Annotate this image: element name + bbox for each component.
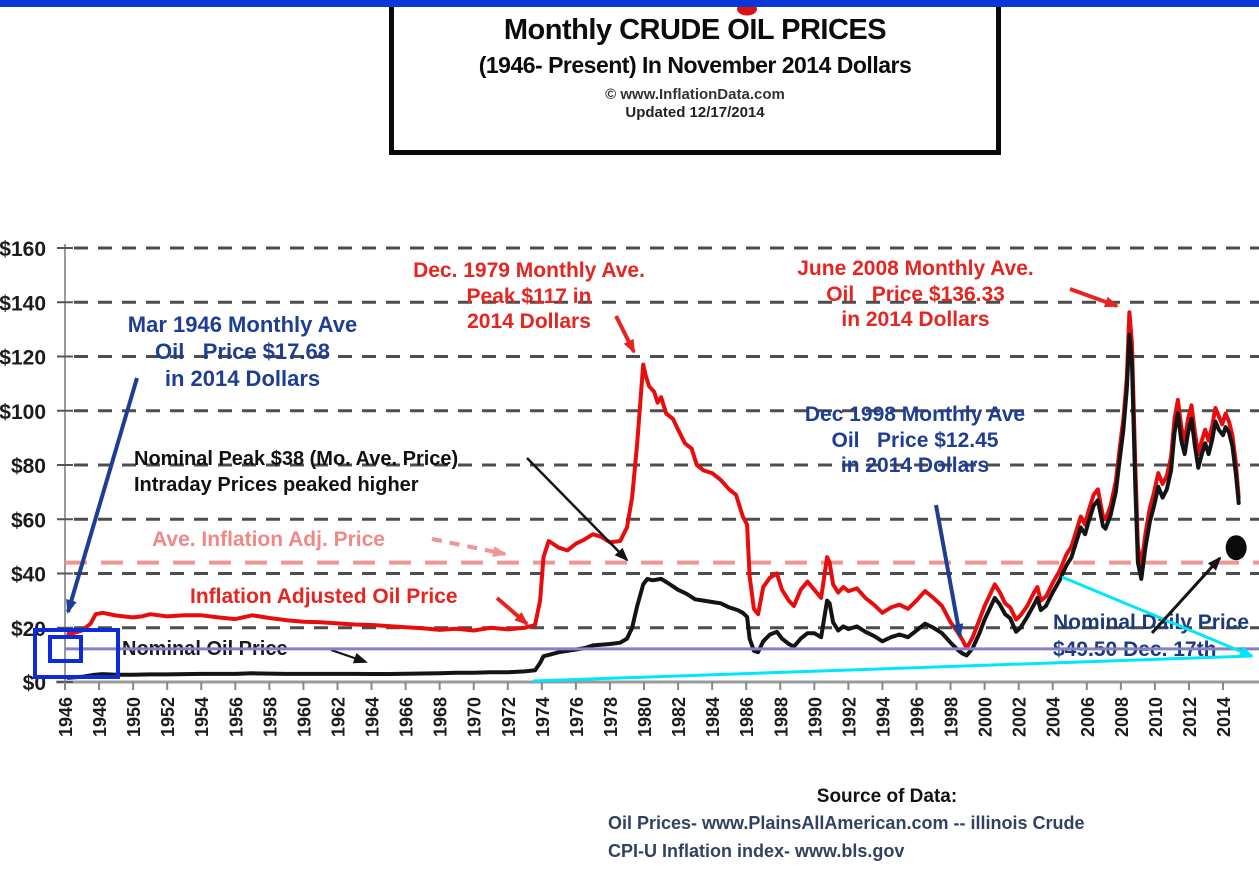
svg-text:1990: 1990	[805, 697, 825, 737]
svg-text:1962: 1962	[328, 697, 348, 737]
chart-copyright: © www.InflationData.com	[605, 86, 785, 103]
series-nominal	[66, 332, 1241, 680]
annotation-dec-1979-peak: Dec. 1979 Monthly Ave. Peak $117 in 2014…	[413, 259, 645, 334]
source-oil-prices-line: Oil Prices- www.PlainsAllAmerican.com --…	[608, 813, 1085, 833]
svg-text:1946: 1946	[56, 697, 76, 737]
svg-text:$80: $80	[11, 455, 46, 478]
svg-text:1964: 1964	[363, 697, 383, 737]
svg-text:$160: $160	[0, 238, 46, 261]
chart-updated-date: Updated 12/17/2014	[625, 104, 765, 121]
svg-text:1972: 1972	[499, 697, 519, 737]
svg-text:$20: $20	[11, 618, 46, 641]
svg-text:$60: $60	[11, 509, 46, 532]
source-of-data-heading: Source of Data:	[816, 786, 958, 807]
svg-text:$100: $100	[0, 401, 46, 424]
annotation-june-2008-peak: June 2008 Monthly Ave. Oil Price $136.33…	[797, 257, 1034, 332]
svg-text:$0: $0	[23, 672, 46, 695]
svg-text:2008: 2008	[1112, 697, 1132, 737]
svg-text:1966: 1966	[397, 697, 417, 737]
axis-tick-labels: $0 $20 $40 $60 $80 $100 $120 $140 $160 1946 1948 19…	[0, 238, 1234, 737]
chart-title: Monthly CRUDE OIL PRICES	[503, 14, 887, 46]
svg-text:1974: 1974	[533, 697, 553, 737]
chart-title-box: Monthly CRUDE OIL PRICES (1946- Present)…	[389, 2, 1001, 155]
annotation-dec-1998-low: Dec 1998 Monthly Ave Oil Price $12.45 in…	[804, 403, 1026, 478]
svg-text:1954: 1954	[192, 697, 212, 737]
svg-text:1984: 1984	[703, 697, 723, 737]
top-blue-bar	[0, 0, 1259, 7]
svg-text:2010: 2010	[1146, 697, 1166, 737]
annotation-inflation-adjusted-series-label: Inflation Adjusted Oil Price	[190, 585, 458, 608]
svg-text:1950: 1950	[124, 697, 144, 737]
annotation-nominal-peak-38: Nominal Peak $38 (Mo. Ave. Price) Intrad…	[134, 448, 459, 496]
svg-text:1980: 1980	[635, 697, 655, 737]
svg-text:1982: 1982	[669, 697, 689, 737]
chart-subtitle: (1946- Present) In November 2014 Dollars	[478, 52, 912, 78]
svg-text:2002: 2002	[1010, 697, 1030, 737]
gridlines	[74, 246, 1259, 630]
svg-text:1996: 1996	[908, 697, 928, 737]
series-inflation-adjusted	[66, 310, 1241, 651]
svg-text:$40: $40	[11, 564, 46, 587]
svg-text:2004: 2004	[1044, 697, 1064, 737]
svg-text:1952: 1952	[158, 697, 178, 737]
svg-text:1992: 1992	[839, 697, 859, 737]
svg-text:1988: 1988	[771, 697, 791, 737]
annotation-arrows	[66, 287, 1119, 664]
svg-text:2014: 2014	[1214, 697, 1234, 737]
svg-text:1948: 1948	[90, 697, 110, 737]
svg-text:1976: 1976	[567, 697, 587, 737]
svg-text:1958: 1958	[260, 697, 280, 737]
svg-text:1998: 1998	[942, 697, 962, 737]
svg-text:1970: 1970	[465, 697, 485, 737]
svg-text:1978: 1978	[601, 697, 621, 737]
svg-text:$140: $140	[0, 292, 46, 315]
svg-text:2000: 2000	[976, 697, 996, 737]
svg-text:2006: 2006	[1078, 697, 1098, 737]
svg-text:$120: $120	[0, 347, 46, 370]
svg-text:1960: 1960	[294, 697, 314, 737]
svg-text:1968: 1968	[431, 697, 451, 737]
annotation-avg-inflation-adj-price: Ave. Inflation Adj. Price	[152, 528, 385, 551]
svg-text:1986: 1986	[737, 697, 757, 737]
svg-text:1956: 1956	[226, 697, 246, 737]
svg-text:1994: 1994	[873, 697, 893, 737]
svg-text:2012: 2012	[1180, 697, 1200, 737]
annotation-mar-1946: Mar 1946 Monthly Ave Oil Price $17.68 in…	[127, 312, 358, 391]
source-cpi-line: CPI-U Inflation index- www.bls.gov	[608, 841, 905, 861]
annotation-nominal-daily-price: Nominal Daily Price $49.50 Dec. 17th	[1053, 611, 1250, 662]
annotation-nominal-series-label: Nominal Oil Price	[122, 638, 288, 660]
